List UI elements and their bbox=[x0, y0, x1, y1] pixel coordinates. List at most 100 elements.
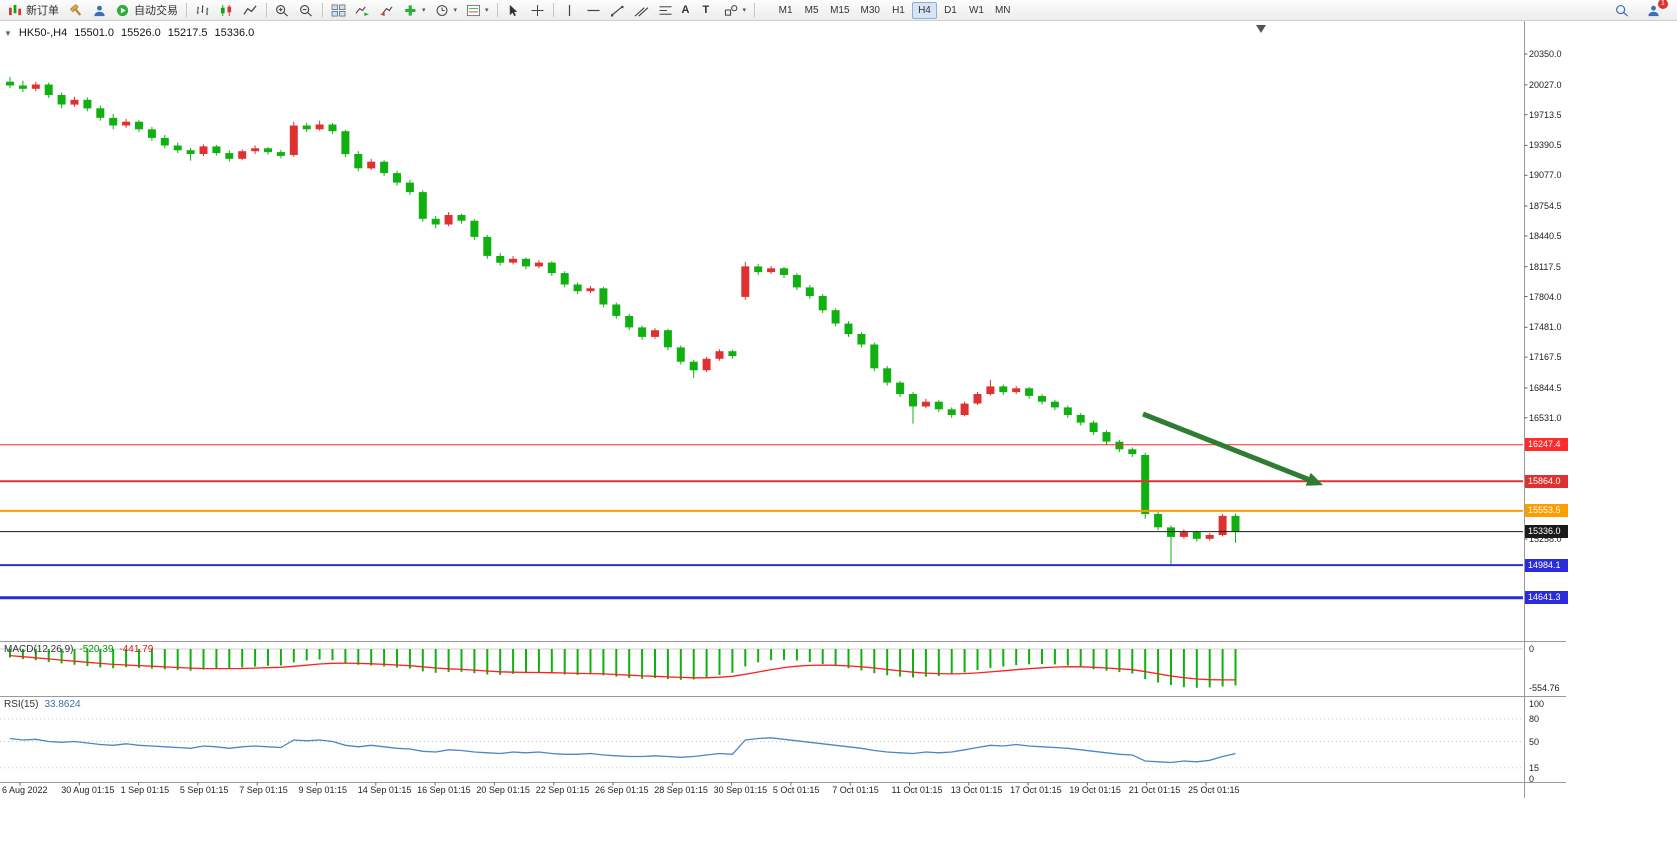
label-button[interactable]: T bbox=[699, 1, 719, 19]
rsi-value: 33.8624 bbox=[44, 699, 81, 710]
chart-shift-marker[interactable] bbox=[1256, 25, 1266, 33]
chart-ohlc-header: ▼ HK50-,H4 15501.0 15526.0 15217.5 15336… bbox=[4, 27, 254, 39]
algo-trading-play-icon bbox=[117, 4, 129, 16]
bar-chart-icon bbox=[196, 4, 209, 15]
rsi-indicator-label: RSI(15) 33.8624 bbox=[4, 699, 81, 710]
toolbar-separator bbox=[552, 3, 554, 17]
ohlc-close: 15336.0 bbox=[214, 27, 255, 39]
ohlc-open: 15501.0 bbox=[74, 27, 114, 39]
macd-histogram bbox=[9, 649, 1237, 688]
chart-symbol-period: HK50-,H4 bbox=[18, 27, 68, 39]
toolbar-right-group: 1 bbox=[1611, 0, 1673, 19]
search-icon bbox=[1616, 4, 1629, 17]
ohlc-low: 15217.5 bbox=[167, 27, 208, 39]
new-order-icon bbox=[9, 4, 22, 15]
zoom-in-icon bbox=[276, 4, 288, 16]
label-icon: T bbox=[702, 4, 710, 16]
zoom-out-icon bbox=[300, 4, 312, 16]
period-button[interactable]: ▾ bbox=[431, 1, 462, 19]
clock-icon bbox=[436, 4, 447, 16]
hammer-icon bbox=[70, 3, 81, 15]
metaeditor-button[interactable] bbox=[64, 1, 87, 19]
horizontal-line-icon bbox=[587, 9, 600, 11]
rsi-line bbox=[9, 737, 1236, 764]
timeframe-h4-button[interactable]: H4 bbox=[911, 1, 937, 19]
auto-scroll-button[interactable] bbox=[351, 1, 374, 19]
notification-count-badge: 1 bbox=[1658, 0, 1668, 9]
line-chart-icon bbox=[243, 4, 257, 15]
search-button[interactable] bbox=[1611, 1, 1634, 19]
horizontal-line-button[interactable] bbox=[582, 1, 605, 19]
macd-value-main: -520.39 bbox=[79, 644, 114, 655]
timeframe-d1-button[interactable]: D1 bbox=[938, 2, 963, 19]
shapes-icon bbox=[724, 4, 737, 16]
ohlc-high: 15526.0 bbox=[120, 27, 161, 39]
template-icon bbox=[467, 4, 480, 16]
chevron-down-icon: ▾ bbox=[485, 7, 489, 14]
trendline-icon bbox=[610, 5, 623, 16]
timeframe-w1-button[interactable]: W1 bbox=[964, 2, 989, 19]
trendline-button[interactable] bbox=[606, 1, 629, 19]
fibonacci-button[interactable] bbox=[654, 1, 677, 19]
add-indicator-button[interactable]: ▾ bbox=[399, 1, 430, 19]
new-order-button[interactable]: 新订单 bbox=[4, 1, 63, 19]
rsi-name: RSI(15) bbox=[4, 699, 39, 710]
profiles-button[interactable] bbox=[88, 1, 111, 19]
auto-scroll-icon bbox=[355, 5, 369, 16]
cursor-button[interactable] bbox=[502, 1, 525, 19]
text-button[interactable]: A bbox=[678, 1, 698, 19]
timeframe-mn-button[interactable]: MN bbox=[990, 2, 1016, 19]
chevron-down-icon: ▾ bbox=[453, 7, 458, 14]
chart-shift-button[interactable] bbox=[375, 1, 398, 19]
macd-signal-line bbox=[9, 654, 1236, 681]
tile-windows-button[interactable] bbox=[327, 1, 350, 19]
channel-button[interactable] bbox=[630, 1, 653, 19]
zoom-in-button[interactable] bbox=[271, 1, 294, 19]
timeframe-m1-button[interactable]: M1 bbox=[773, 2, 798, 19]
fibonacci-icon bbox=[659, 5, 672, 15]
macd-value-signal: -441.79 bbox=[119, 644, 154, 655]
user-icon bbox=[94, 5, 105, 16]
toolbar-separator bbox=[186, 3, 187, 17]
bar-chart-button[interactable] bbox=[191, 1, 214, 19]
zoom-out-button[interactable] bbox=[295, 1, 318, 19]
one-click-trading-toggle[interactable]: ▼ bbox=[4, 28, 12, 38]
text-icon: A bbox=[681, 4, 690, 16]
macd-name: MACD(12,26,9) bbox=[4, 644, 74, 655]
template-button[interactable]: ▾ bbox=[462, 1, 493, 19]
vertical-line-button[interactable] bbox=[558, 1, 581, 19]
timeframe-h1-button[interactable]: H1 bbox=[886, 2, 911, 19]
algo-trading-label: 自动交易 bbox=[134, 5, 178, 17]
candles bbox=[6, 76, 1240, 565]
chart-shift-icon bbox=[380, 5, 393, 16]
new-order-label: 新订单 bbox=[26, 5, 59, 17]
cursor-arrow-icon bbox=[509, 4, 517, 16]
channel-icon bbox=[634, 6, 648, 16]
toolbar-separator bbox=[496, 3, 498, 17]
timeframe-m15-button[interactable]: M15 bbox=[825, 2, 854, 19]
chevron-down-icon: ▾ bbox=[742, 7, 747, 14]
objects-dropdown-button[interactable]: ▾ bbox=[720, 1, 751, 19]
tile-windows-icon bbox=[331, 4, 346, 16]
candlestick-icon bbox=[220, 4, 232, 16]
user-notification-icon bbox=[1648, 5, 1659, 16]
timeframe-m30-button[interactable]: M30 bbox=[856, 2, 885, 19]
toolbar-separator bbox=[754, 3, 756, 17]
macd-indicator-label: MACD(12,26,9) -520.39 -441.79 bbox=[4, 644, 153, 655]
algo-trading-button[interactable]: 自动交易 bbox=[112, 1, 182, 19]
candlestick-chart-button[interactable] bbox=[215, 1, 238, 19]
line-chart-button[interactable] bbox=[239, 1, 262, 19]
toolbar: 新订单 自动交易 ▾ ▾ ▾ bbox=[0, 0, 1677, 21]
chevron-down-icon: ▾ bbox=[422, 7, 426, 14]
timeframe-m5-button[interactable]: M5 bbox=[799, 2, 824, 19]
toolbar-separator bbox=[322, 3, 323, 17]
crosshair-icon bbox=[531, 4, 544, 16]
notifications-button[interactable]: 1 bbox=[1642, 0, 1668, 19]
timeframe-toolbar: M1 M5 M15 M30 H1 H4 D1 W1 MN bbox=[773, 1, 1016, 19]
trend-arrow-object[interactable] bbox=[1142, 411, 1324, 486]
toolbar-separator bbox=[266, 3, 267, 17]
indicator-plus-icon bbox=[405, 4, 416, 16]
vertical-line-icon bbox=[568, 4, 570, 16]
crosshair-button[interactable] bbox=[526, 1, 549, 19]
